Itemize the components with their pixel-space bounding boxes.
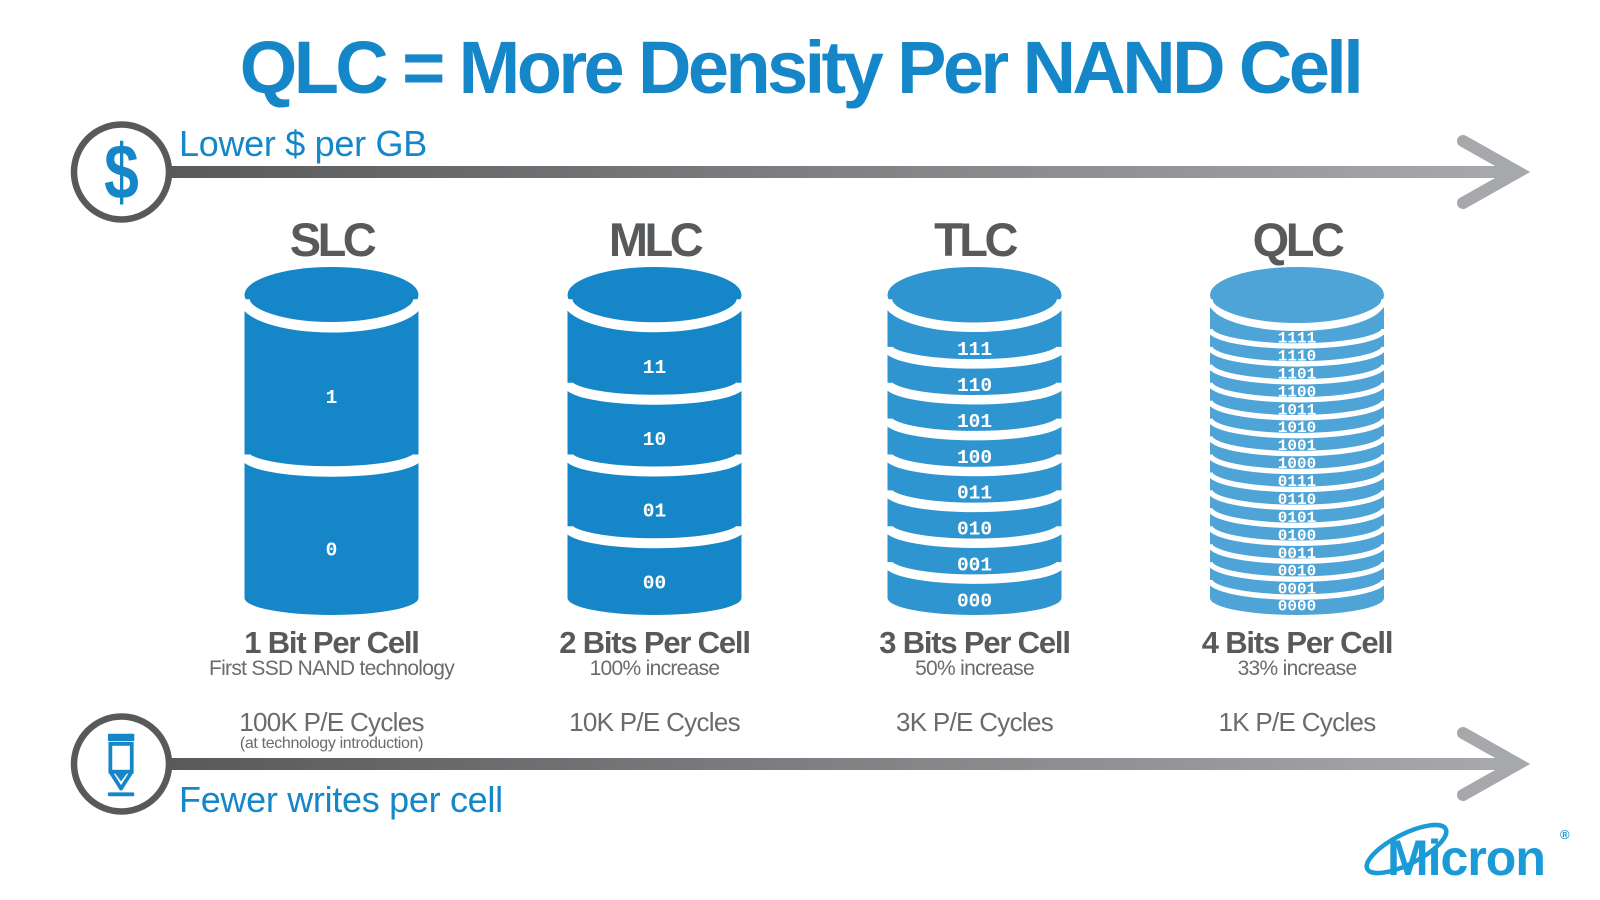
svg-text:1011: 1011 [1278,401,1316,419]
svg-text:100: 100 [957,447,992,469]
svg-text:$: $ [104,128,139,215]
svg-text:1: 1 [326,387,338,409]
svg-text:11: 11 [643,357,666,379]
svg-text:000: 000 [957,590,992,612]
svg-text:0111: 0111 [1278,473,1316,491]
svg-text:0101: 0101 [1278,509,1316,527]
svg-text:0001: 0001 [1278,581,1316,599]
svg-text:®: ® [1560,827,1570,842]
svg-text:1100: 1100 [1278,383,1316,401]
svg-text:111: 111 [957,339,992,361]
svg-text:0: 0 [326,539,338,561]
svg-text:110: 110 [957,375,992,397]
svg-text:00: 00 [643,572,666,594]
svg-text:10: 10 [643,429,666,451]
svg-text:1010: 1010 [1278,419,1316,437]
svg-text:1000: 1000 [1278,455,1316,473]
svg-text:1110: 1110 [1278,348,1316,366]
svg-text:001: 001 [957,554,992,576]
svg-text:1001: 1001 [1278,437,1316,455]
svg-text:01: 01 [643,501,666,523]
svg-text:010: 010 [957,519,992,541]
svg-text:0000: 0000 [1278,598,1316,616]
svg-text:Micron: Micron [1387,830,1545,886]
svg-text:0010: 0010 [1278,563,1316,581]
svg-text:101: 101 [957,411,992,433]
svg-text:1111: 1111 [1278,330,1316,348]
svg-text:011: 011 [957,483,992,505]
svg-text:0011: 0011 [1278,545,1316,563]
svg-text:1101: 1101 [1278,365,1316,383]
svg-text:0100: 0100 [1278,527,1316,545]
svg-text:0110: 0110 [1278,491,1316,509]
